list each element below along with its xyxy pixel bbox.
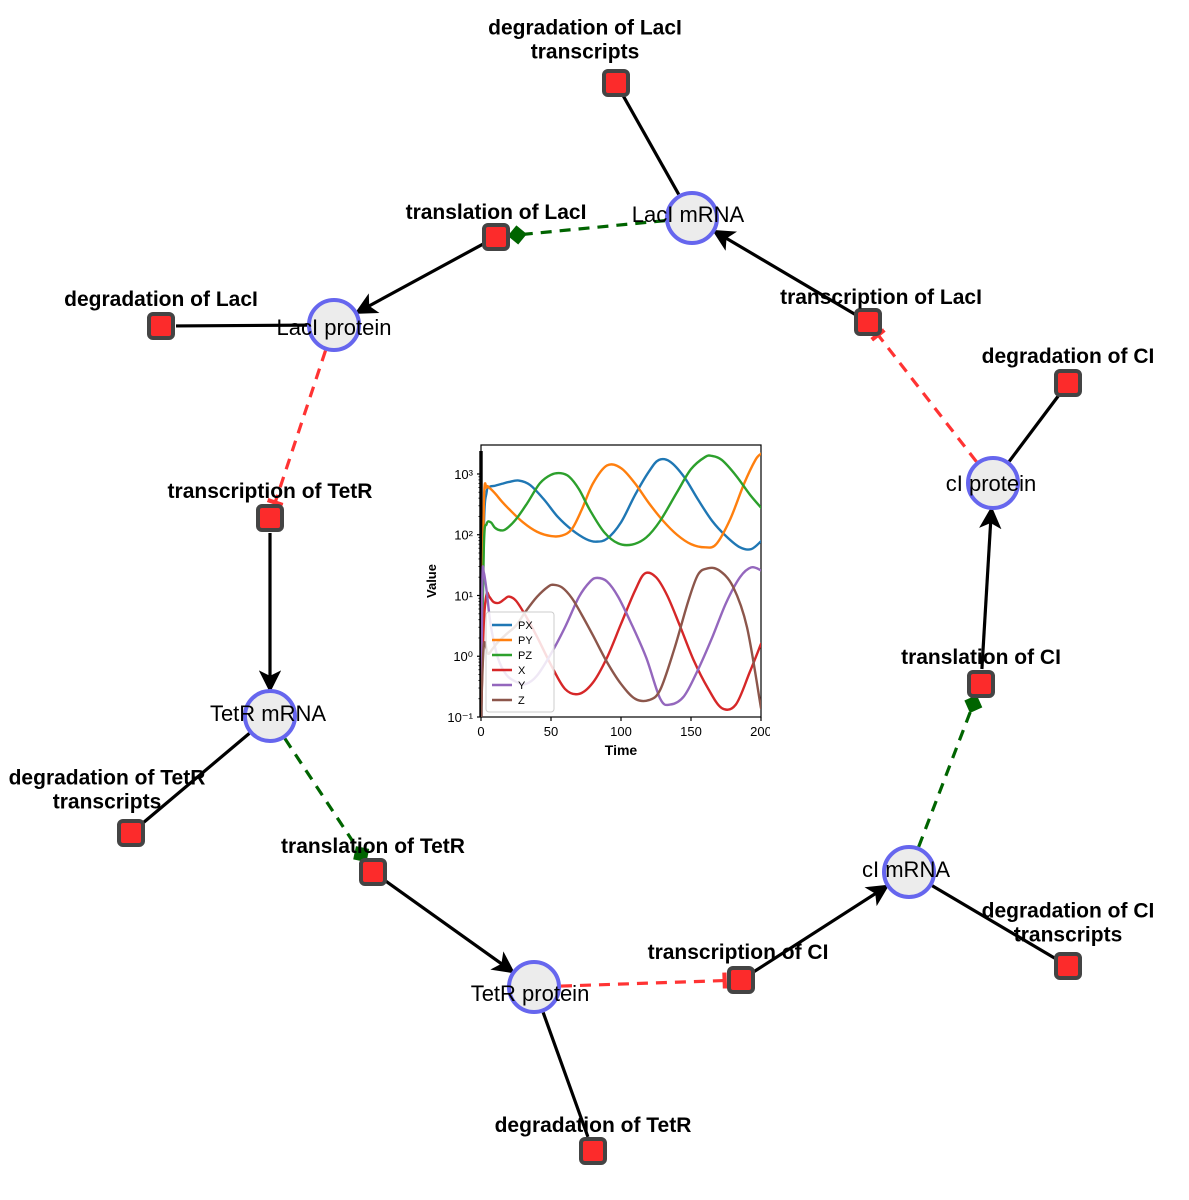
plot-series-PX — [481, 457, 761, 717]
species-node-ci_mrna[interactable] — [882, 845, 936, 899]
reaction-node-deg_laci[interactable] — [147, 312, 175, 340]
legend-label-PZ: PZ — [518, 650, 532, 662]
plot-series-X — [481, 571, 761, 717]
legend-label-PY: PY — [518, 635, 533, 647]
species-node-laci_protein[interactable] — [307, 298, 361, 352]
edge-layer — [141, 95, 1061, 1138]
plot-series-PY — [481, 452, 761, 717]
node-layer — [117, 69, 1082, 1165]
reaction-node-deg_ci[interactable] — [1054, 369, 1082, 397]
edge-plain — [141, 732, 251, 825]
edge-plain — [931, 884, 1056, 960]
y-tick-label: 10² — [454, 528, 473, 543]
species-node-tetr_mrna[interactable] — [243, 689, 297, 743]
plot-series-PZ — [481, 454, 761, 717]
x-tick-label: 100 — [610, 724, 632, 739]
reaction-node-transcr_ci[interactable] — [727, 966, 755, 994]
reaction-node-transl_laci[interactable] — [482, 223, 510, 251]
species-node-laci_mrna[interactable] — [665, 191, 719, 245]
y-tick-label: 10³ — [454, 467, 473, 482]
edge-activation — [283, 737, 370, 863]
reaction-node-transcr_tetr[interactable] — [256, 504, 284, 532]
edge-plain — [541, 1011, 590, 1138]
edge-plain — [621, 95, 681, 196]
edge-inhibition — [560, 972, 728, 989]
x-tick-label: 50 — [544, 724, 558, 739]
edge-plain — [1007, 394, 1061, 463]
reaction-node-transl_tetr[interactable] — [359, 858, 387, 886]
legend-label-PX: PX — [518, 620, 533, 632]
species-node-tetr_protein[interactable] — [507, 960, 561, 1014]
x-axis-label: Time — [605, 742, 638, 758]
legend-label-X: X — [518, 665, 526, 677]
edge-activation — [917, 695, 983, 848]
edge-plain — [175, 323, 308, 328]
edge-arrow — [979, 506, 1002, 670]
reaction-node-deg_tetr_transcripts[interactable] — [117, 819, 145, 847]
reaction-node-deg_ci_transcripts[interactable] — [1054, 952, 1082, 980]
reaction-node-deg_laci_transcripts[interactable] — [602, 69, 630, 97]
reaction-node-transl_ci[interactable] — [967, 670, 995, 698]
legend-label-Y: Y — [518, 680, 526, 692]
edge-arrow — [354, 242, 484, 314]
legend-label-Z: Z — [518, 695, 525, 707]
y-tick-label: 10⁻¹ — [447, 710, 473, 725]
edge-arrow — [752, 884, 890, 974]
species-node-ci_protein[interactable] — [966, 456, 1020, 510]
edge-arrow — [712, 229, 856, 316]
y-axis-label: Value — [424, 564, 439, 598]
edge-activation — [507, 219, 666, 245]
plot-legend-box — [485, 611, 555, 713]
edge-inhibition — [870, 328, 978, 463]
x-tick-label: 150 — [680, 724, 702, 739]
x-tick-label: 200 — [750, 724, 770, 739]
reaction-node-transcr_laci[interactable] — [854, 308, 882, 336]
timecourse-plot: 0 50 100 150 200 10⁻¹ 10⁰ 10¹ 10² 10³ Time Value PX P… — [420, 435, 770, 760]
y-tick-label: 10¹ — [454, 588, 473, 603]
y-tick-label: 10⁰ — [453, 649, 473, 664]
edge-inhibition — [266, 350, 328, 508]
x-tick-label: 0 — [477, 724, 484, 739]
edge-arrow — [384, 879, 516, 974]
reaction-node-deg_tetr[interactable] — [579, 1137, 607, 1165]
